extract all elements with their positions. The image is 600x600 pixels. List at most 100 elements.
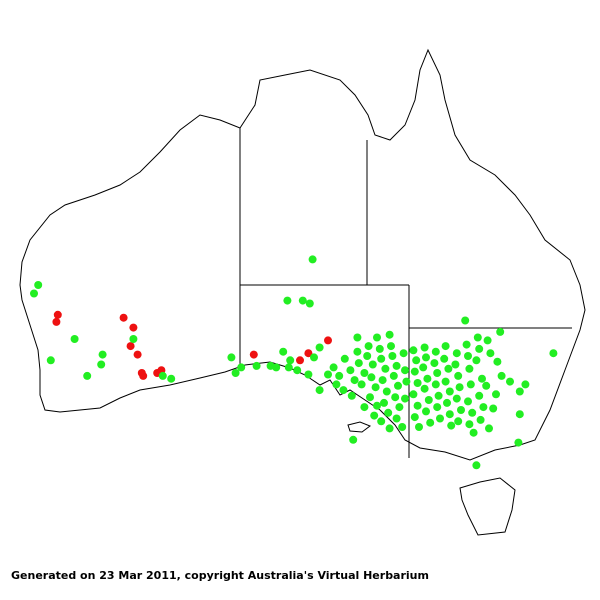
specimen-point-green bbox=[305, 299, 314, 308]
specimen-point-green bbox=[445, 410, 454, 419]
specimen-point-green bbox=[424, 396, 433, 404]
specimen-point-green bbox=[395, 403, 404, 412]
specimen-point-green bbox=[129, 335, 138, 343]
specimen-point-green bbox=[304, 370, 313, 379]
specimen-point-green bbox=[549, 349, 558, 358]
specimen-point-green bbox=[293, 366, 302, 375]
specimen-point-green bbox=[489, 404, 498, 413]
specimen-point-green bbox=[46, 356, 55, 365]
specimen-point-green bbox=[231, 369, 240, 377]
specimen-point-green bbox=[353, 347, 362, 356]
specimen-point-green bbox=[415, 423, 423, 431]
coastline bbox=[19, 48, 586, 536]
specimen-point-green bbox=[493, 357, 502, 366]
specimen-point-red bbox=[249, 350, 258, 359]
specimen-point-green bbox=[363, 352, 372, 360]
specimen-point-green bbox=[388, 352, 397, 360]
specimen-point-green bbox=[468, 408, 477, 417]
specimen-point-green bbox=[373, 333, 381, 342]
specimen-point-red bbox=[324, 336, 332, 345]
specimen-point-green bbox=[452, 349, 461, 358]
specimen-point-green bbox=[431, 347, 440, 356]
specimen-point-green bbox=[492, 390, 500, 399]
specimen-point-green bbox=[436, 414, 444, 423]
specimen-point-green bbox=[483, 336, 492, 345]
specimen-point-green bbox=[339, 386, 348, 395]
specimen-point-green bbox=[284, 363, 293, 372]
specimen-point-green bbox=[349, 435, 358, 444]
specimen-point-green bbox=[457, 406, 465, 414]
specimen-point-green bbox=[70, 335, 79, 343]
specimen-point-green bbox=[392, 361, 401, 370]
specimen-point-green bbox=[469, 428, 478, 437]
specimen-point-green bbox=[479, 403, 488, 412]
specimen-point-green bbox=[371, 383, 380, 392]
specimen-point-green bbox=[434, 391, 443, 400]
specimen-point-green bbox=[373, 401, 381, 410]
specimen-point-green bbox=[227, 353, 236, 362]
specimen-point-green bbox=[440, 354, 449, 363]
specimen-point-green bbox=[514, 438, 523, 447]
specimen-point-green bbox=[423, 374, 432, 383]
specimen-point-green bbox=[364, 342, 373, 351]
specimen-point-green bbox=[279, 347, 288, 356]
specimen-point-green bbox=[370, 411, 379, 420]
specimen-point-green bbox=[465, 420, 474, 429]
specimen-point-green bbox=[360, 403, 369, 412]
specimen-point-green bbox=[422, 407, 430, 416]
specimen-point-green bbox=[350, 376, 359, 385]
specimen-point-green bbox=[308, 255, 317, 264]
specimen-point-green bbox=[252, 361, 261, 370]
specimen-point-green bbox=[378, 376, 387, 385]
specimen-point-green bbox=[391, 393, 400, 402]
map-canvas bbox=[19, 48, 586, 536]
specimen-point-red bbox=[133, 350, 142, 359]
specimen-point-green bbox=[433, 403, 442, 412]
specimen-point-green bbox=[237, 363, 246, 372]
specimen-point-green bbox=[315, 343, 324, 352]
specimen-point-green bbox=[98, 350, 107, 359]
specimen-point-green bbox=[399, 349, 408, 358]
specimen-point-green bbox=[422, 353, 430, 362]
specimen-point-green bbox=[380, 398, 388, 407]
specimen-point-green bbox=[382, 387, 391, 396]
specimen-point-green bbox=[441, 377, 450, 386]
specimen-point-green bbox=[377, 354, 386, 363]
specimen-point-green bbox=[97, 360, 106, 369]
specimen-point-green bbox=[83, 371, 92, 380]
specimen-point-green bbox=[441, 342, 450, 351]
specimen-point-green bbox=[476, 415, 485, 424]
specimen-point-green bbox=[426, 418, 435, 427]
specimen-point-green bbox=[315, 386, 324, 395]
specimen-point-green bbox=[384, 408, 393, 417]
specimen-point-green bbox=[451, 360, 460, 369]
kangaroo-island-outline bbox=[347, 421, 372, 433]
specimen-point-green bbox=[329, 363, 338, 372]
specimen-point-green bbox=[398, 423, 407, 431]
specimen-point-green bbox=[433, 369, 442, 377]
specimen-point-green bbox=[464, 352, 472, 360]
specimen-point-green bbox=[419, 363, 428, 372]
specimen-point-green bbox=[401, 394, 409, 403]
specimen-point-green bbox=[497, 371, 506, 380]
specimen-point-green bbox=[412, 356, 421, 365]
specimen-point-green bbox=[485, 424, 493, 433]
specimen-point-green bbox=[462, 340, 471, 349]
specimen-point-green bbox=[30, 289, 38, 298]
specimen-point-green bbox=[454, 417, 463, 426]
specimen-point-green bbox=[367, 373, 376, 382]
specimen-point-green bbox=[409, 390, 418, 399]
specimen-point-red bbox=[119, 313, 128, 322]
specimen-point-green bbox=[475, 391, 484, 400]
specimen-point-green bbox=[472, 461, 481, 470]
specimen-point-green bbox=[521, 380, 530, 389]
specimen-point-green bbox=[413, 401, 422, 410]
specimen-point-green bbox=[515, 410, 524, 419]
specimen-point-green bbox=[472, 356, 481, 365]
specimen-point-green bbox=[332, 380, 341, 389]
specimen-point-green bbox=[387, 342, 395, 351]
specimen-point-green bbox=[420, 343, 429, 352]
specimen-point-green bbox=[402, 377, 411, 386]
specimen-point-green bbox=[445, 387, 454, 396]
